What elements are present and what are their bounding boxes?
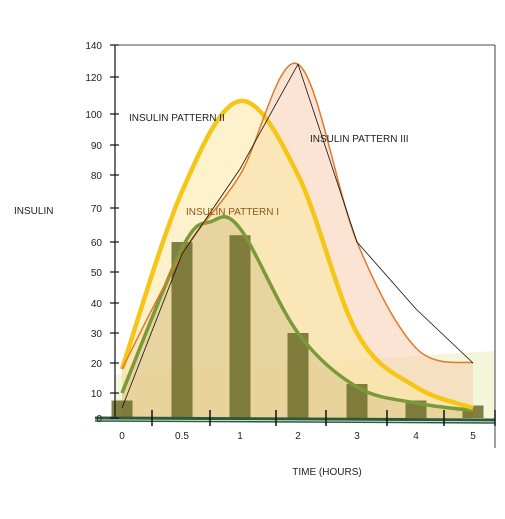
bar-2	[287, 333, 309, 418]
bar-0	[111, 400, 133, 418]
y-tick-label: 70	[91, 204, 103, 215]
y-axis-title: INSULIN	[14, 206, 53, 217]
x-tick-label: 0.5	[175, 431, 189, 442]
y-tick-label: 20	[91, 359, 103, 370]
x-axis-shadow	[94, 420, 496, 424]
y-tick-label: 50	[91, 268, 103, 279]
x-axis-title: TIME (HOURS)	[292, 467, 361, 478]
y-tick-label: 0	[96, 414, 102, 425]
y-tick-label: 80	[91, 171, 103, 182]
x-tick-label: 1	[237, 431, 243, 442]
y-tick-label: 40	[91, 299, 103, 310]
x-tick-label: 4	[413, 431, 419, 442]
curve-insulin-pattern-ii	[119, 98, 474, 411]
x-axis	[94, 416, 496, 422]
x-tick-label: 3	[354, 431, 360, 442]
y-tick-label: 100	[85, 110, 102, 121]
label-insulin-pattern-i: INSULIN PATTERN I	[186, 207, 279, 218]
y-tick-label: 30	[91, 329, 103, 340]
x-tick-label: 5	[470, 431, 476, 442]
curve-insulin-pattern-i	[120, 215, 474, 413]
x-tick-label: 0	[119, 431, 125, 442]
label-insulin-pattern-ii: INSULIN PATTERN II	[129, 113, 225, 124]
y-tick-label: 60	[91, 238, 103, 249]
y-tick-label: 120	[85, 73, 102, 84]
pattern-iii-guide-line	[121, 63, 474, 409]
label-insulin-pattern-iii: INSULIN PATTERN III	[310, 134, 409, 145]
y-tick-label: 10	[91, 389, 103, 400]
y-tick-label: 140	[85, 41, 102, 52]
x-tick-label: 2	[295, 431, 301, 442]
area-insulin-pattern-i	[122, 216, 473, 418]
y-tick-label: 90	[91, 141, 103, 152]
bar-0-5	[171, 242, 193, 418]
bar-3	[346, 384, 368, 418]
bar-1	[229, 235, 251, 418]
